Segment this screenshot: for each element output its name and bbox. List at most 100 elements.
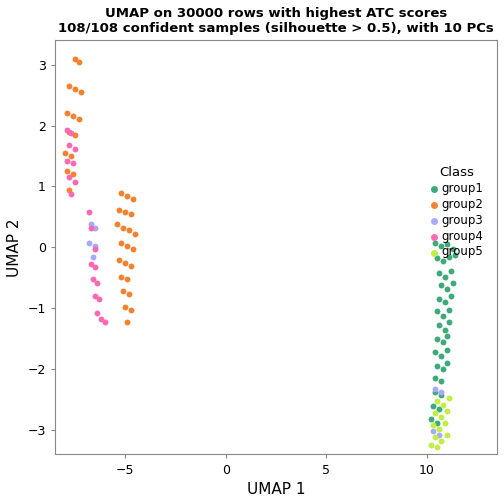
group1: [441, 273, 449, 281]
group2: [65, 82, 73, 90]
group1: [449, 244, 457, 253]
group4: [63, 127, 71, 135]
group2: [117, 238, 125, 246]
group5: [431, 433, 439, 442]
group3: [91, 224, 99, 232]
group5: [431, 409, 439, 417]
group5: [429, 421, 437, 429]
group2: [65, 185, 73, 194]
group2: [131, 230, 139, 238]
group1: [443, 346, 451, 354]
group4: [85, 208, 93, 216]
group3: [435, 431, 443, 439]
group2: [115, 256, 123, 264]
group4: [95, 295, 103, 303]
group1: [439, 311, 447, 320]
group1: [443, 240, 451, 248]
group3: [431, 385, 439, 393]
group1: [439, 365, 447, 373]
group2: [63, 109, 71, 117]
group2: [129, 244, 137, 253]
group1: [441, 326, 449, 334]
group4: [101, 318, 109, 326]
group2: [77, 88, 85, 96]
group2: [117, 273, 125, 281]
group4: [89, 275, 97, 283]
group1: [445, 253, 453, 261]
group1: [429, 402, 437, 410]
group1: [439, 338, 447, 346]
group5: [445, 395, 453, 403]
Legend: group1, group2, group3, group4, group5: group1, group2, group3, group4, group5: [427, 162, 487, 262]
group2: [117, 188, 125, 197]
group2: [123, 275, 131, 283]
group5: [443, 431, 451, 439]
group1: [435, 295, 443, 303]
Y-axis label: UMAP 2: UMAP 2: [7, 218, 22, 277]
group2: [71, 131, 79, 139]
group3: [91, 242, 99, 250]
group1: [445, 305, 453, 313]
group2: [115, 206, 123, 214]
group1: [443, 359, 451, 367]
group1: [439, 257, 447, 265]
group3: [437, 388, 445, 396]
group1: [443, 332, 451, 340]
group4: [71, 177, 79, 185]
group4: [87, 261, 95, 269]
group1: [435, 322, 443, 330]
group2: [127, 262, 135, 270]
group5: [443, 407, 451, 415]
group1: [427, 415, 435, 423]
group2: [121, 303, 130, 311]
group2: [125, 290, 133, 298]
group5: [435, 425, 443, 433]
group1: [441, 298, 449, 306]
group1: [447, 267, 455, 275]
group1: [435, 269, 443, 277]
group4: [65, 141, 73, 149]
group2: [75, 57, 83, 66]
group2: [127, 210, 135, 218]
group5: [437, 413, 445, 421]
group4: [97, 315, 105, 323]
group3: [429, 427, 437, 435]
group3: [87, 220, 95, 228]
group2: [113, 220, 121, 228]
group1: [431, 348, 439, 356]
group4: [71, 145, 79, 153]
group1: [431, 238, 439, 246]
group1: [437, 242, 445, 250]
group4: [91, 263, 99, 271]
group1: [433, 307, 441, 316]
group2: [129, 195, 137, 203]
group4: [67, 190, 75, 198]
group5: [439, 401, 447, 409]
group4: [67, 129, 75, 137]
group4: [63, 157, 71, 165]
group1: [433, 255, 441, 263]
group2: [69, 170, 77, 178]
group2: [119, 224, 128, 232]
group2: [65, 128, 73, 136]
group4: [87, 224, 95, 232]
group2: [119, 287, 128, 295]
group1: [437, 352, 445, 360]
group1: [443, 285, 451, 293]
group2: [123, 192, 131, 200]
group4: [65, 173, 73, 181]
group2: [127, 305, 135, 313]
group1: [431, 374, 439, 383]
group2: [121, 208, 130, 216]
group2: [61, 149, 69, 157]
group1: [433, 362, 441, 370]
group1: [437, 377, 445, 386]
group5: [427, 442, 435, 450]
group2: [123, 242, 131, 250]
group1: [451, 250, 459, 259]
group4: [93, 309, 101, 317]
group1: [449, 279, 457, 287]
group5: [433, 443, 441, 451]
group4: [93, 279, 101, 287]
X-axis label: UMAP 1: UMAP 1: [247, 482, 305, 497]
